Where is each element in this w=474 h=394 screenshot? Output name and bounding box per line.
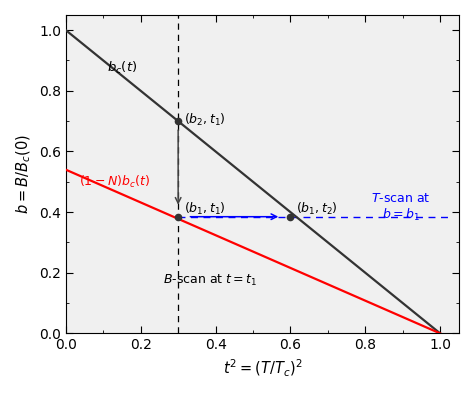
- Text: $T$-scan at
$b=b_1$: $T$-scan at $b=b_1$: [371, 192, 431, 223]
- Text: $b_c(t)$: $b_c(t)$: [107, 60, 137, 76]
- Text: $(b_1, t_1)$: $(b_1, t_1)$: [184, 201, 226, 217]
- Y-axis label: $b = B/B_c(0)$: $b = B/B_c(0)$: [15, 134, 33, 214]
- Text: $B$-scan at $t = t_1$: $B$-scan at $t = t_1$: [163, 273, 257, 288]
- X-axis label: $t^2 = (T/T_c)^2$: $t^2 = (T/T_c)^2$: [223, 358, 302, 379]
- Text: $(1-N)b_c(t)$: $(1-N)b_c(t)$: [79, 174, 150, 190]
- Text: $(b_2, t_1)$: $(b_2, t_1)$: [184, 112, 226, 128]
- Text: $(b_1, t_2)$: $(b_1, t_2)$: [296, 201, 338, 217]
